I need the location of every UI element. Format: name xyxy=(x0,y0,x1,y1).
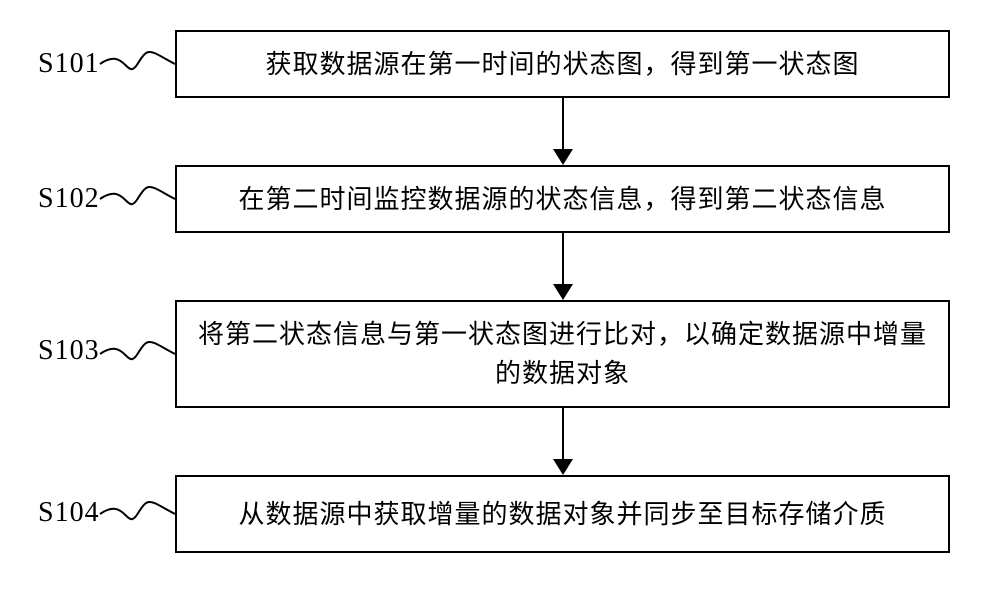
step-text-S101: 获取数据源在第一时间的状态图，得到第一状态图 xyxy=(265,45,859,84)
step-text-S104: 从数据源中获取增量的数据对象并同步至目标存储介质 xyxy=(238,495,886,534)
step-box-S104: 从数据源中获取增量的数据对象并同步至目标存储介质 xyxy=(175,475,950,553)
step-label-S104: S104 xyxy=(38,497,100,529)
arrow-S101-S102 xyxy=(562,98,564,165)
arrow-line xyxy=(562,98,564,149)
step-text-S103: 将第二状态信息与第一状态图进行比对，以确定数据源中增量的数据对象 xyxy=(185,315,940,393)
step-box-S102: 在第二时间监控数据源的状态信息，得到第二状态信息 xyxy=(175,165,950,233)
step-text-S102: 在第二时间监控数据源的状态信息，得到第二状态信息 xyxy=(238,180,886,219)
flowchart-canvas: 获取数据源在第一时间的状态图，得到第一状态图 S101 在第二时间监控数据源的状态信… xyxy=(0,0,1000,595)
arrow-line xyxy=(562,233,564,284)
arrow-S102-S103 xyxy=(562,233,564,300)
step-label-S101: S101 xyxy=(38,48,100,80)
arrow-head-icon xyxy=(553,459,573,475)
arrow-S103-S104 xyxy=(562,408,564,475)
label-connector-1 xyxy=(95,174,180,224)
step-label-S103: S103 xyxy=(38,335,100,367)
label-connector-3 xyxy=(95,489,180,539)
step-box-S103: 将第二状态信息与第一状态图进行比对，以确定数据源中增量的数据对象 xyxy=(175,300,950,408)
arrow-head-icon xyxy=(553,149,573,165)
step-label-S102: S102 xyxy=(38,183,100,215)
label-connector-0 xyxy=(95,39,180,89)
step-box-S101: 获取数据源在第一时间的状态图，得到第一状态图 xyxy=(175,30,950,98)
label-connector-2 xyxy=(95,329,180,379)
arrow-head-icon xyxy=(553,284,573,300)
arrow-line xyxy=(562,408,564,459)
